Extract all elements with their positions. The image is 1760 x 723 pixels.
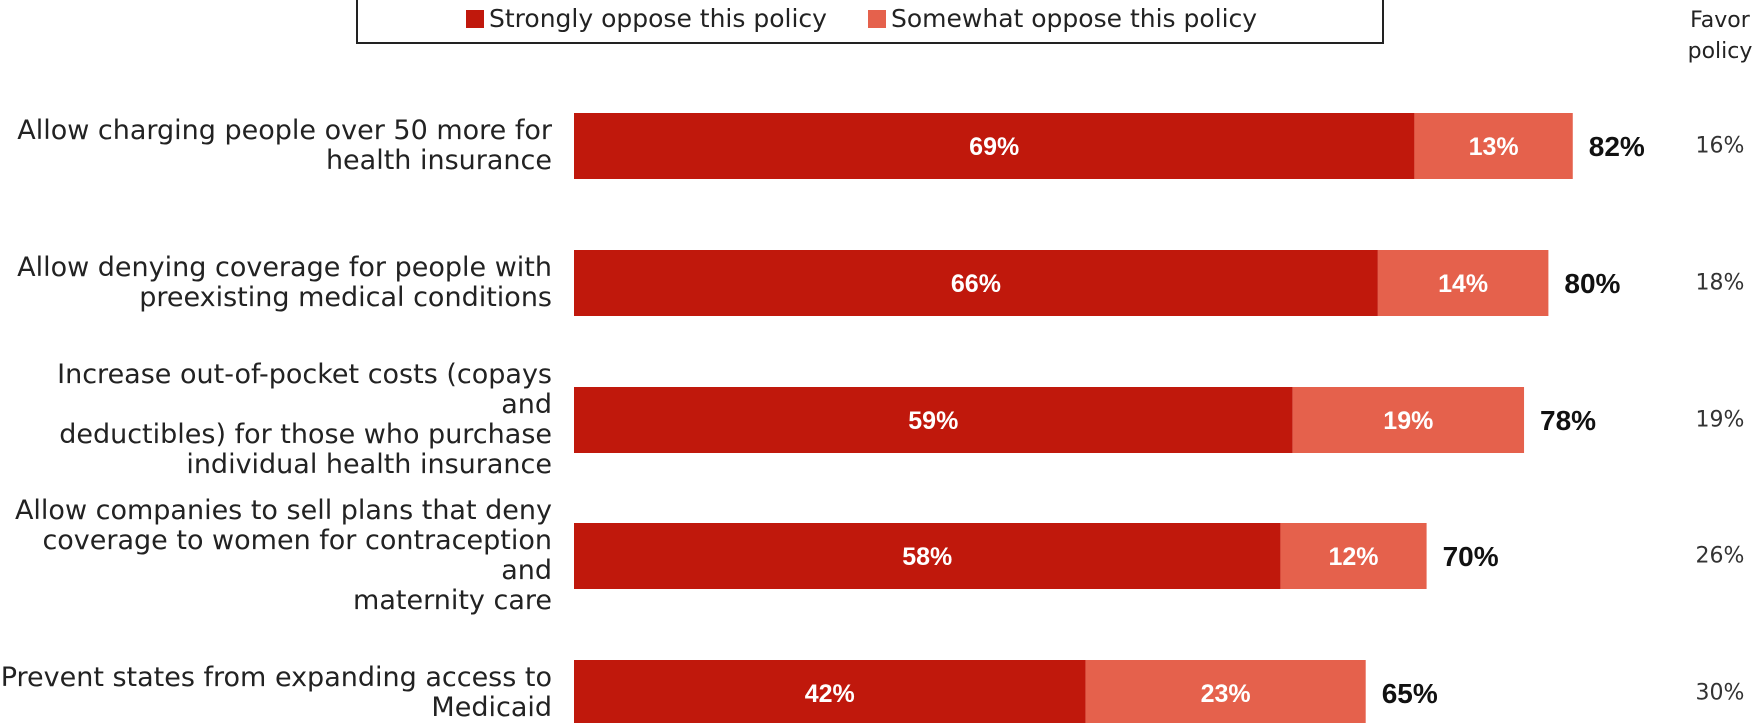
bar-value-label-strongly: 59% <box>908 407 958 435</box>
total-label: 78% <box>1540 405 1596 436</box>
favor-value: 16% <box>1680 134 1760 159</box>
bar-value-label-strongly: 69% <box>969 133 1019 161</box>
favor-value: 30% <box>1680 681 1760 706</box>
bar-value-label-somewhat: 14% <box>1438 270 1488 298</box>
bar-value-label-strongly: 58% <box>902 543 952 571</box>
bar-value-label-strongly: 66% <box>951 270 1001 298</box>
bar-value-label-somewhat: 23% <box>1201 680 1251 708</box>
favor-value: 18% <box>1680 271 1760 296</box>
favor-value: 26% <box>1680 544 1760 569</box>
total-label: 80% <box>1564 268 1620 299</box>
bar-value-label-somewhat: 12% <box>1328 543 1378 571</box>
bar-value-label-strongly: 42% <box>805 680 855 708</box>
total-label: 70% <box>1443 541 1499 572</box>
total-label: 82% <box>1589 131 1645 162</box>
total-label: 65% <box>1382 678 1438 709</box>
bar-value-label-somewhat: 19% <box>1383 407 1433 435</box>
favor-value: 19% <box>1680 408 1760 433</box>
bar-value-label-somewhat: 13% <box>1469 133 1519 161</box>
